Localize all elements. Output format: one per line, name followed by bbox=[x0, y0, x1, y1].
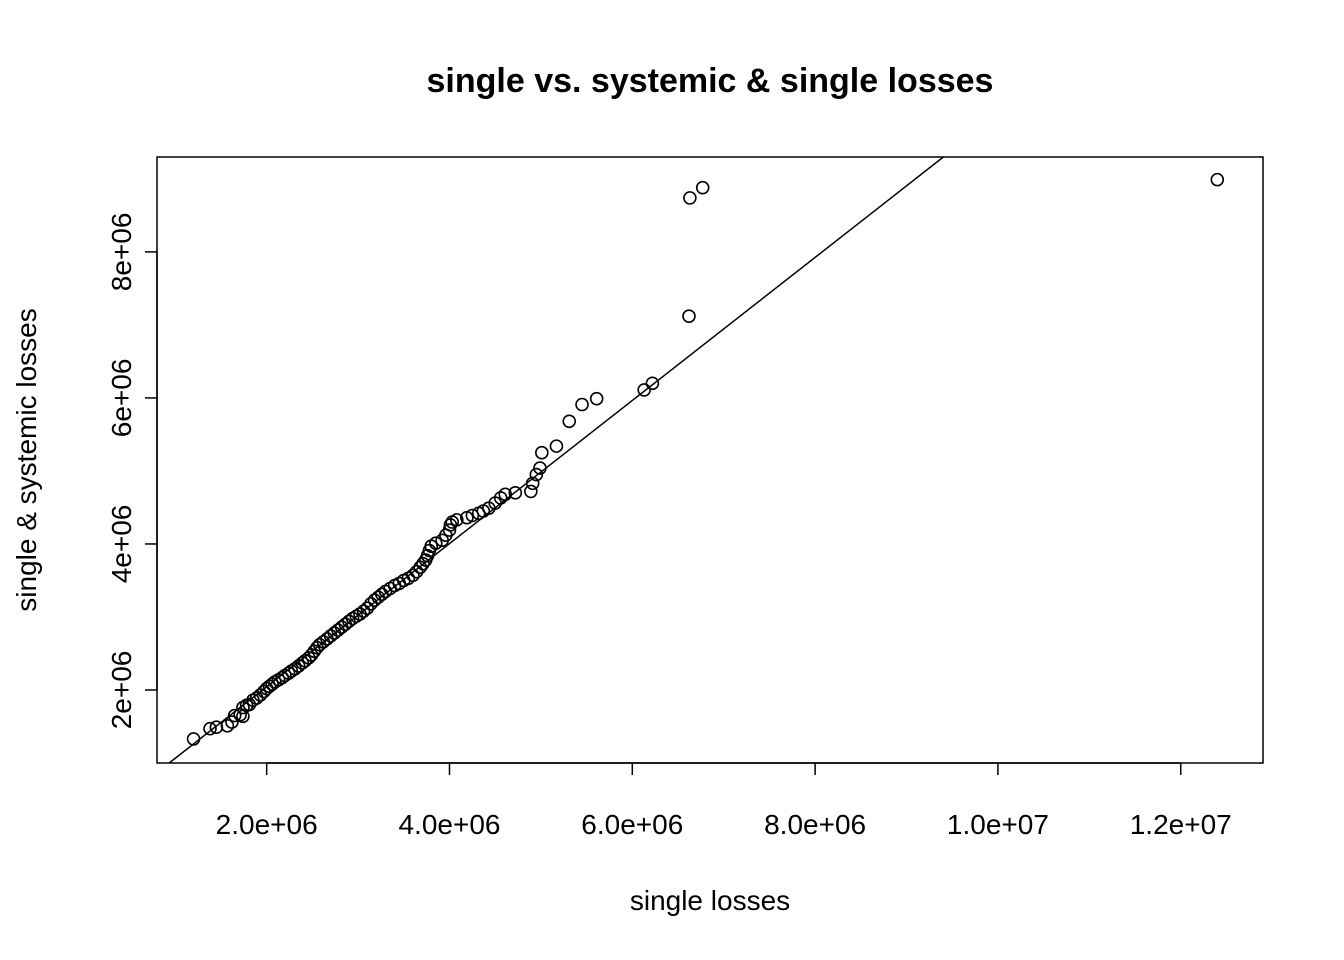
data-point bbox=[186, 732, 201, 746]
data-point bbox=[498, 487, 513, 502]
data-point bbox=[360, 601, 375, 616]
y-axis: 2e+06 4e+06 6e+06 8e+06 bbox=[106, 213, 158, 730]
data-point bbox=[450, 513, 464, 527]
data-point bbox=[524, 484, 538, 499]
x-axis: 2.0e+06 4.0e+06 6.0e+06 8.0e+06 1.0e+07 1.2e+… bbox=[216, 762, 1232, 840]
data-point bbox=[682, 309, 696, 323]
data-point bbox=[525, 476, 540, 491]
y-tick-label: 2e+06 bbox=[106, 651, 137, 730]
y-tick-label: 8e+06 bbox=[106, 213, 137, 292]
data-point bbox=[529, 467, 544, 482]
data-point bbox=[428, 536, 443, 551]
y-tick-label: 6e+06 bbox=[106, 359, 137, 438]
x-tick-label: 1.0e+07 bbox=[947, 809, 1049, 840]
data-point bbox=[575, 397, 589, 412]
data-point bbox=[227, 708, 242, 723]
chart-title: single vs. systemic & single losses bbox=[427, 62, 994, 100]
data-point bbox=[535, 445, 549, 460]
data-points-group bbox=[186, 172, 1225, 746]
data-point bbox=[508, 486, 523, 500]
reference-line bbox=[168, 156, 944, 764]
x-tick-label: 4.0e+06 bbox=[398, 809, 500, 840]
data-point bbox=[549, 439, 564, 453]
x-tick-label: 2.0e+06 bbox=[216, 809, 318, 840]
x-tick-label: 8.0e+06 bbox=[764, 809, 866, 840]
x-axis-label: single losses bbox=[630, 885, 790, 916]
reference-line-group bbox=[168, 156, 944, 764]
data-point bbox=[209, 720, 224, 735]
data-point bbox=[203, 721, 217, 736]
x-tick-label: 1.2e+07 bbox=[1130, 809, 1232, 840]
data-point bbox=[442, 523, 457, 537]
data-point bbox=[225, 715, 239, 729]
data-point bbox=[220, 718, 235, 733]
data-point bbox=[637, 383, 651, 397]
data-point bbox=[589, 391, 604, 406]
data-point bbox=[416, 556, 430, 571]
y-axis-label: single & systemic losses bbox=[11, 308, 42, 611]
plot-frame bbox=[156, 156, 1264, 764]
data-point bbox=[1210, 172, 1225, 187]
data-point bbox=[493, 491, 508, 505]
data-point bbox=[645, 376, 660, 391]
data-point bbox=[683, 191, 697, 205]
data-point bbox=[406, 568, 420, 583]
x-tick-label: 6.0e+06 bbox=[581, 809, 683, 840]
data-point bbox=[562, 414, 577, 429]
data-point bbox=[356, 604, 371, 618]
data-point bbox=[533, 461, 547, 475]
data-point bbox=[695, 180, 710, 195]
y-tick-label: 4e+06 bbox=[106, 505, 137, 584]
